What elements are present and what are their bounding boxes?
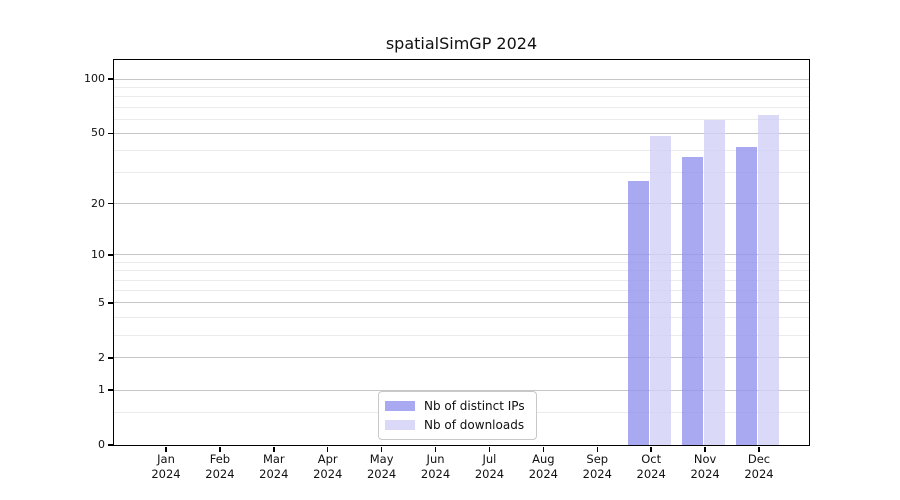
x-tick-label: Apr 2024 — [313, 452, 343, 481]
x-tick-mark — [219, 446, 221, 452]
x-tick-label: Jul 2024 — [474, 452, 505, 481]
y-gridline-major — [114, 203, 809, 205]
y-tick-label: 100 — [84, 72, 105, 86]
x-tick-label: Mar 2024 — [259, 452, 289, 481]
x-tick-mark — [542, 446, 545, 452]
x-tick-mark — [165, 446, 167, 452]
x-tick-label: Jan 2024 — [151, 452, 181, 481]
y-gridline-major — [114, 78, 809, 80]
y-gridline-major — [114, 132, 809, 134]
y-tick-mark — [107, 302, 113, 304]
y-gridline-minor — [114, 290, 809, 292]
y-tick-mark — [107, 132, 113, 135]
y-gridline-minor — [114, 118, 809, 120]
legend-item-downloads: Nb of downloads — [385, 418, 525, 432]
x-tick-mark — [434, 446, 437, 452]
y-tick-label: 10 — [91, 247, 105, 261]
y-gridline-minor — [114, 261, 809, 263]
y-tick-mark — [107, 389, 113, 391]
y-tick-mark — [107, 202, 113, 205]
y-gridline-minor — [114, 106, 809, 108]
bar-downloads — [757, 115, 779, 445]
bar-distinct-ips — [736, 146, 757, 445]
x-tick-label: May 2024 — [366, 452, 397, 481]
x-tick-mark — [488, 446, 491, 452]
bar-downloads — [649, 136, 671, 445]
y-tick-label: 20 — [91, 196, 105, 210]
y-gridline-major — [114, 302, 809, 304]
x-tick-mark — [758, 446, 760, 452]
x-tick-mark — [380, 446, 383, 452]
y-tick-mark — [107, 357, 113, 359]
legend-swatch-distinct-ips-icon — [385, 401, 415, 411]
y-gridline-major — [114, 389, 809, 391]
x-tick-mark — [650, 446, 652, 452]
legend-label-downloads: Nb of downloads — [424, 418, 525, 432]
x-tick-label: Jun 2024 — [420, 452, 451, 481]
y-gridline-minor — [114, 150, 809, 152]
y-tick-label: 1 — [98, 383, 105, 397]
y-gridline-minor — [114, 279, 809, 281]
bar-distinct-ips — [628, 180, 650, 445]
chart-title: spatialSimGP 2024 — [385, 34, 538, 53]
y-tick-label: 5 — [98, 295, 105, 309]
legend-swatch-downloads-icon — [385, 420, 415, 430]
y-gridline-major — [114, 357, 809, 359]
x-tick-mark — [326, 446, 329, 452]
x-tick-label: Oct 2024 — [636, 452, 666, 481]
x-tick-mark — [273, 446, 275, 452]
legend-label-distinct-ips: Nb of distinct IPs — [424, 399, 525, 413]
y-tick-label: 0 — [98, 438, 105, 451]
bar-downloads — [703, 120, 725, 445]
x-tick-label: Feb 2024 — [205, 452, 235, 481]
legend-item-distinct-ips: Nb of distinct IPs — [385, 399, 525, 413]
y-gridline-minor — [114, 316, 809, 318]
y-gridline-minor — [114, 172, 809, 174]
y-tick-mark — [107, 254, 113, 256]
y-tick-label: 2 — [98, 350, 105, 364]
y-tick-mark — [107, 78, 113, 80]
y-gridline-minor — [114, 96, 809, 98]
x-tick-label: Dec 2024 — [744, 452, 774, 481]
y-gridline-minor — [114, 86, 809, 88]
x-tick-label: Nov 2024 — [690, 452, 720, 481]
x-tick-label: Aug 2024 — [528, 452, 558, 481]
y-gridline-minor — [114, 334, 809, 336]
x-tick-label: Sep 2024 — [582, 452, 612, 481]
plot-area — [114, 60, 809, 445]
legend: Nb of distinct IPs Nb of downloads — [378, 391, 537, 440]
bar-distinct-ips — [682, 156, 704, 445]
y-gridline-major — [114, 254, 809, 256]
x-tick-mark — [596, 446, 599, 452]
x-tick-mark — [704, 446, 706, 452]
y-tick-mark — [107, 444, 113, 446]
y-gridline-minor — [114, 270, 809, 272]
y-tick-label: 50 — [91, 126, 105, 140]
